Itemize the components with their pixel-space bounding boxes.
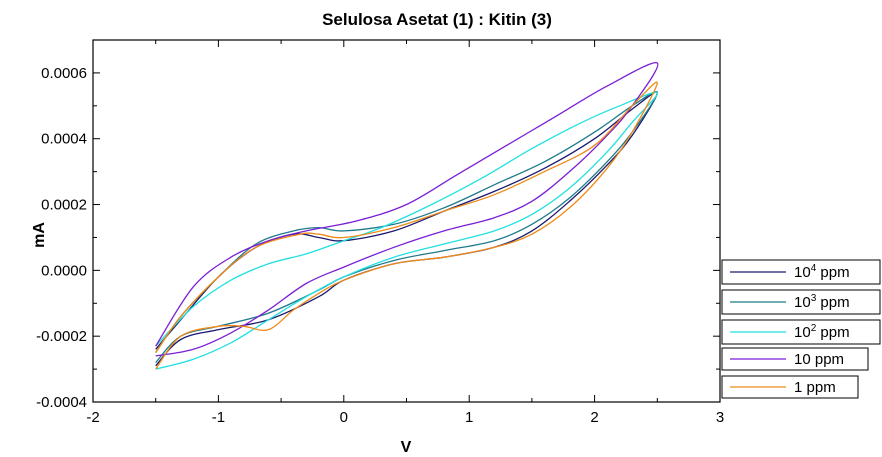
legend-label-unit: ppm [816, 264, 849, 281]
y-tick-label: 0.0006 [41, 65, 87, 82]
legend-label-exponent: 4 [811, 263, 817, 274]
x-tick-label: 2 [590, 409, 598, 426]
legend-label-base: 10 [794, 264, 811, 281]
legend-label-base: 10 [794, 294, 811, 311]
x-axis-label: V [401, 439, 412, 456]
x-tick-label: 0 [340, 409, 348, 426]
legend-label-unit: ppm [811, 351, 844, 368]
x-tick-label: -2 [86, 409, 99, 426]
x-tick-label: -1 [212, 409, 225, 426]
y-tick-label: 0.0000 [41, 262, 87, 279]
legend-label-exponent: 2 [811, 323, 817, 334]
legend-box [721, 347, 869, 371]
y-tick-label: 0.0002 [41, 197, 87, 214]
legend-label-base: 1 [794, 379, 802, 396]
legend-label: 1 ppm [794, 379, 836, 396]
legend-label: 102 ppm [794, 323, 850, 341]
x-axis: -2 -1 0 1 2 3 [86, 40, 724, 426]
chart-title: Selulosa Asetat (1) : Kitin (3) [322, 10, 552, 29]
y-tick-label: 0.0004 [41, 131, 87, 148]
legend-label-unit: ppm [802, 379, 835, 396]
legend-label-base: 10 [794, 324, 811, 341]
legend-label-base: 10 [794, 351, 811, 368]
x-tick-label: 3 [716, 409, 724, 426]
legend-label: 104 ppm [794, 263, 850, 281]
legend-label-exponent: 3 [811, 293, 817, 304]
series-line-3 [155, 62, 659, 357]
legend-label: 10 ppm [794, 351, 844, 368]
x-tick-label: 1 [465, 409, 473, 426]
legend-label-unit: ppm [816, 294, 849, 311]
legend-box [721, 375, 859, 399]
y-axis: -0.0004 -0.0002 0.0000 0.0002 0.0004 0.0006 [36, 65, 720, 411]
legend-label: 103 ppm [794, 293, 850, 311]
y-axis-label: mA [31, 222, 48, 248]
series-line-0 [155, 91, 658, 367]
series-line-4 [155, 81, 658, 370]
legend-label-unit: ppm [816, 324, 849, 341]
y-tick-label: -0.0004 [36, 394, 87, 411]
y-tick-label: -0.0002 [36, 328, 87, 345]
plot-series [155, 62, 659, 370]
series-line-2 [155, 91, 658, 370]
